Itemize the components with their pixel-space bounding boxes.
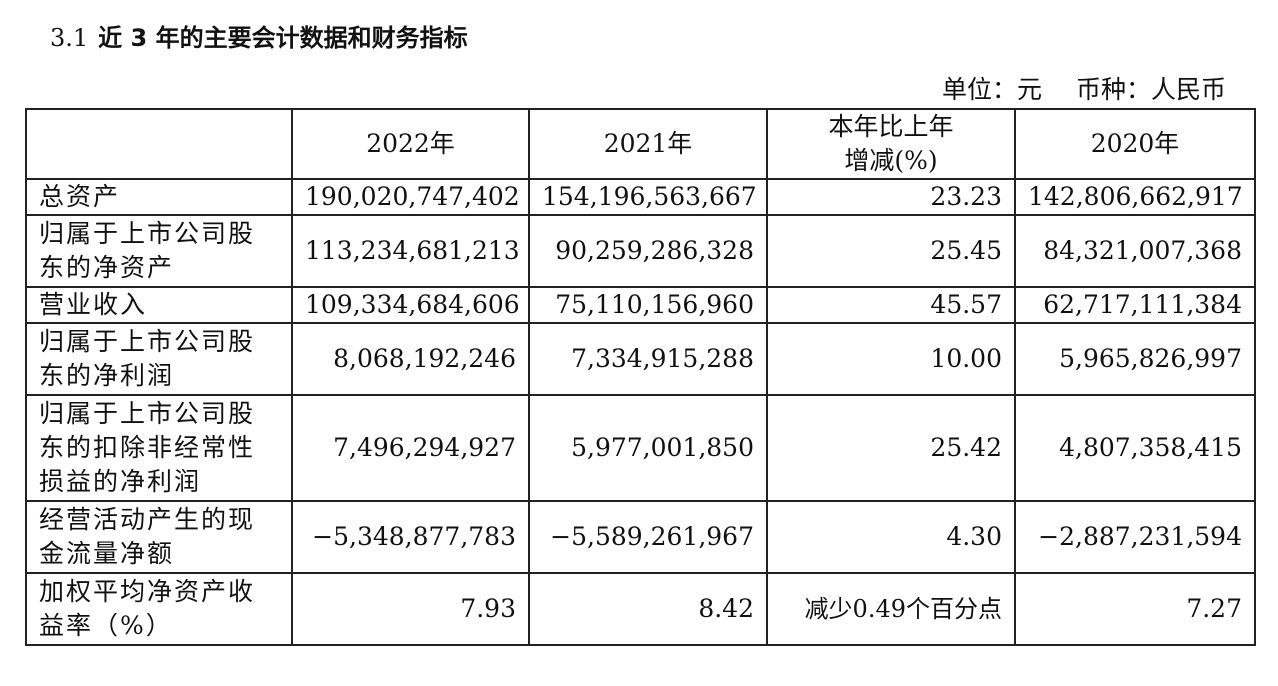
value-change: 45.57 [766,286,1016,324]
value-2021: −5,589,261,967 [528,500,768,574]
value-2020: 84,321,007,368 [1014,214,1256,288]
header-cell-change: 本年比上年 增减(%) [766,108,1016,180]
header-cell-2020: 2020年 [1014,108,1256,180]
value-change: 4.30 [766,500,1016,574]
header-cell-2021: 2021年 [528,108,768,180]
section-title: 近 3 年的主要会计数据和财务指标 [98,24,468,52]
value-change: 25.45 [766,214,1016,288]
value-2021: 5,977,001,850 [528,394,768,502]
value-change: 减少0.49个百分点 [766,572,1016,646]
value-2021: 7,334,915,288 [528,322,768,396]
value-change: 23.23 [766,178,1016,216]
header-cell-label [25,108,293,180]
value-2021: 90,259,286,328 [528,214,768,288]
unit-note: 单位：元 币种：人民币 [934,70,1226,106]
financial-data-table: 2022年 2021年 本年比上年 增减(%) 2020年 总资产 190,02… [25,108,1256,646]
row-label: 归属于上市公司股东的净资产 [25,214,293,288]
table-row: 经营活动产生的现金流量净额 −5,348,877,783 −5,589,261,… [25,500,1256,574]
table-row: 营业收入 109,334,684,606 75,110,156,960 45.5… [25,286,1256,324]
change-header-line2: 增减(%) [844,146,938,175]
value-2022: 113,234,681,213 [291,214,530,288]
header-cell-2022: 2022年 [291,108,530,180]
currency-label: 币种：人民币 [1075,75,1226,104]
value-2022: 8,068,192,246 [291,322,530,396]
change-header-line1: 本年比上年 [828,112,954,141]
section-number: 3.1 [50,24,89,52]
value-2021: 8.42 [528,572,768,646]
value-2021: 154,196,563,667 [528,178,768,216]
value-2022: 7,496,294,927 [291,394,530,502]
row-label: 归属于上市公司股东的净利润 [25,322,293,396]
table-row: 归属于上市公司股东的净利润 8,068,192,246 7,334,915,28… [25,322,1256,396]
row-label: 营业收入 [25,286,293,324]
row-label: 经营活动产生的现金流量净额 [25,500,293,574]
value-2022: 109,334,684,606 [291,286,530,324]
value-2020: 5,965,826,997 [1014,322,1256,396]
section-heading: 3.1 近 3 年的主要会计数据和财务指标 [50,18,468,53]
table-row: 归属于上市公司股东的扣除非经常性损益的净利润 7,496,294,927 5,9… [25,394,1256,502]
table-header-row: 2022年 2021年 本年比上年 增减(%) 2020年 [25,108,1256,180]
value-2022: 190,020,747,402 [291,178,530,216]
value-change: 10.00 [766,322,1016,396]
value-2021: 75,110,156,960 [528,286,768,324]
unit-label: 单位：元 [941,75,1042,104]
row-label: 总资产 [25,178,293,216]
row-label: 归属于上市公司股东的扣除非经常性损益的净利润 [25,394,293,502]
value-2020: 7.27 [1014,572,1256,646]
value-2020: 4,807,358,415 [1014,394,1256,502]
value-2020: −2,887,231,594 [1014,500,1256,574]
table-row: 归属于上市公司股东的净资产 113,234,681,213 90,259,286… [25,214,1256,288]
table-row: 加权平均净资产收益率（%） 7.93 8.42 减少0.49个百分点 7.27 [25,572,1256,646]
value-change: 25.42 [766,394,1016,502]
value-2022: 7.93 [291,572,530,646]
row-label: 加权平均净资产收益率（%） [25,572,293,646]
value-2020: 142,806,662,917 [1014,178,1256,216]
value-2020: 62,717,111,384 [1014,286,1256,324]
value-2022: −5,348,877,783 [291,500,530,574]
table-row: 总资产 190,020,747,402 154,196,563,667 23.2… [25,178,1256,216]
